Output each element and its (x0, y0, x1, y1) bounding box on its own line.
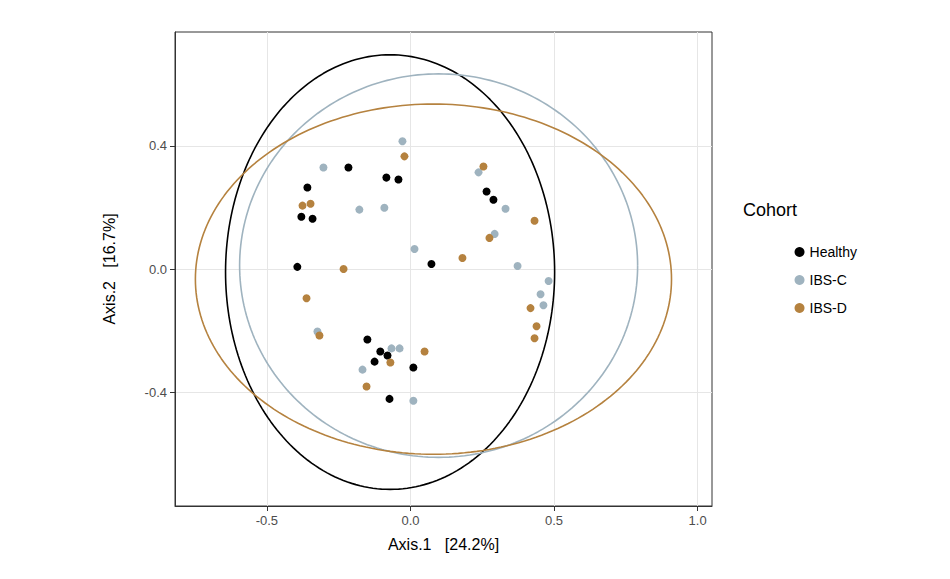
svg-text:Axis.1 [24.2%]: Axis.1 [24.2%] (388, 536, 499, 553)
svg-text:-0.5: -0.5 (256, 513, 278, 528)
svg-text:0.0: 0.0 (401, 513, 419, 528)
svg-text:IBS-C: IBS-C (810, 272, 847, 288)
svg-text:Cohort: Cohort (743, 200, 797, 220)
svg-text:Healthy: Healthy (810, 244, 857, 260)
svg-text:0.4: 0.4 (149, 138, 167, 153)
svg-text:Axis.2 [16.7%]: Axis.2 [16.7%] (101, 213, 118, 324)
svg-text:0.5: 0.5 (545, 513, 563, 528)
svg-text:-0.4: -0.4 (145, 385, 167, 400)
svg-text:0.0: 0.0 (149, 262, 167, 277)
svg-text:IBS-D: IBS-D (810, 300, 847, 316)
svg-text:1.0: 1.0 (689, 513, 707, 528)
